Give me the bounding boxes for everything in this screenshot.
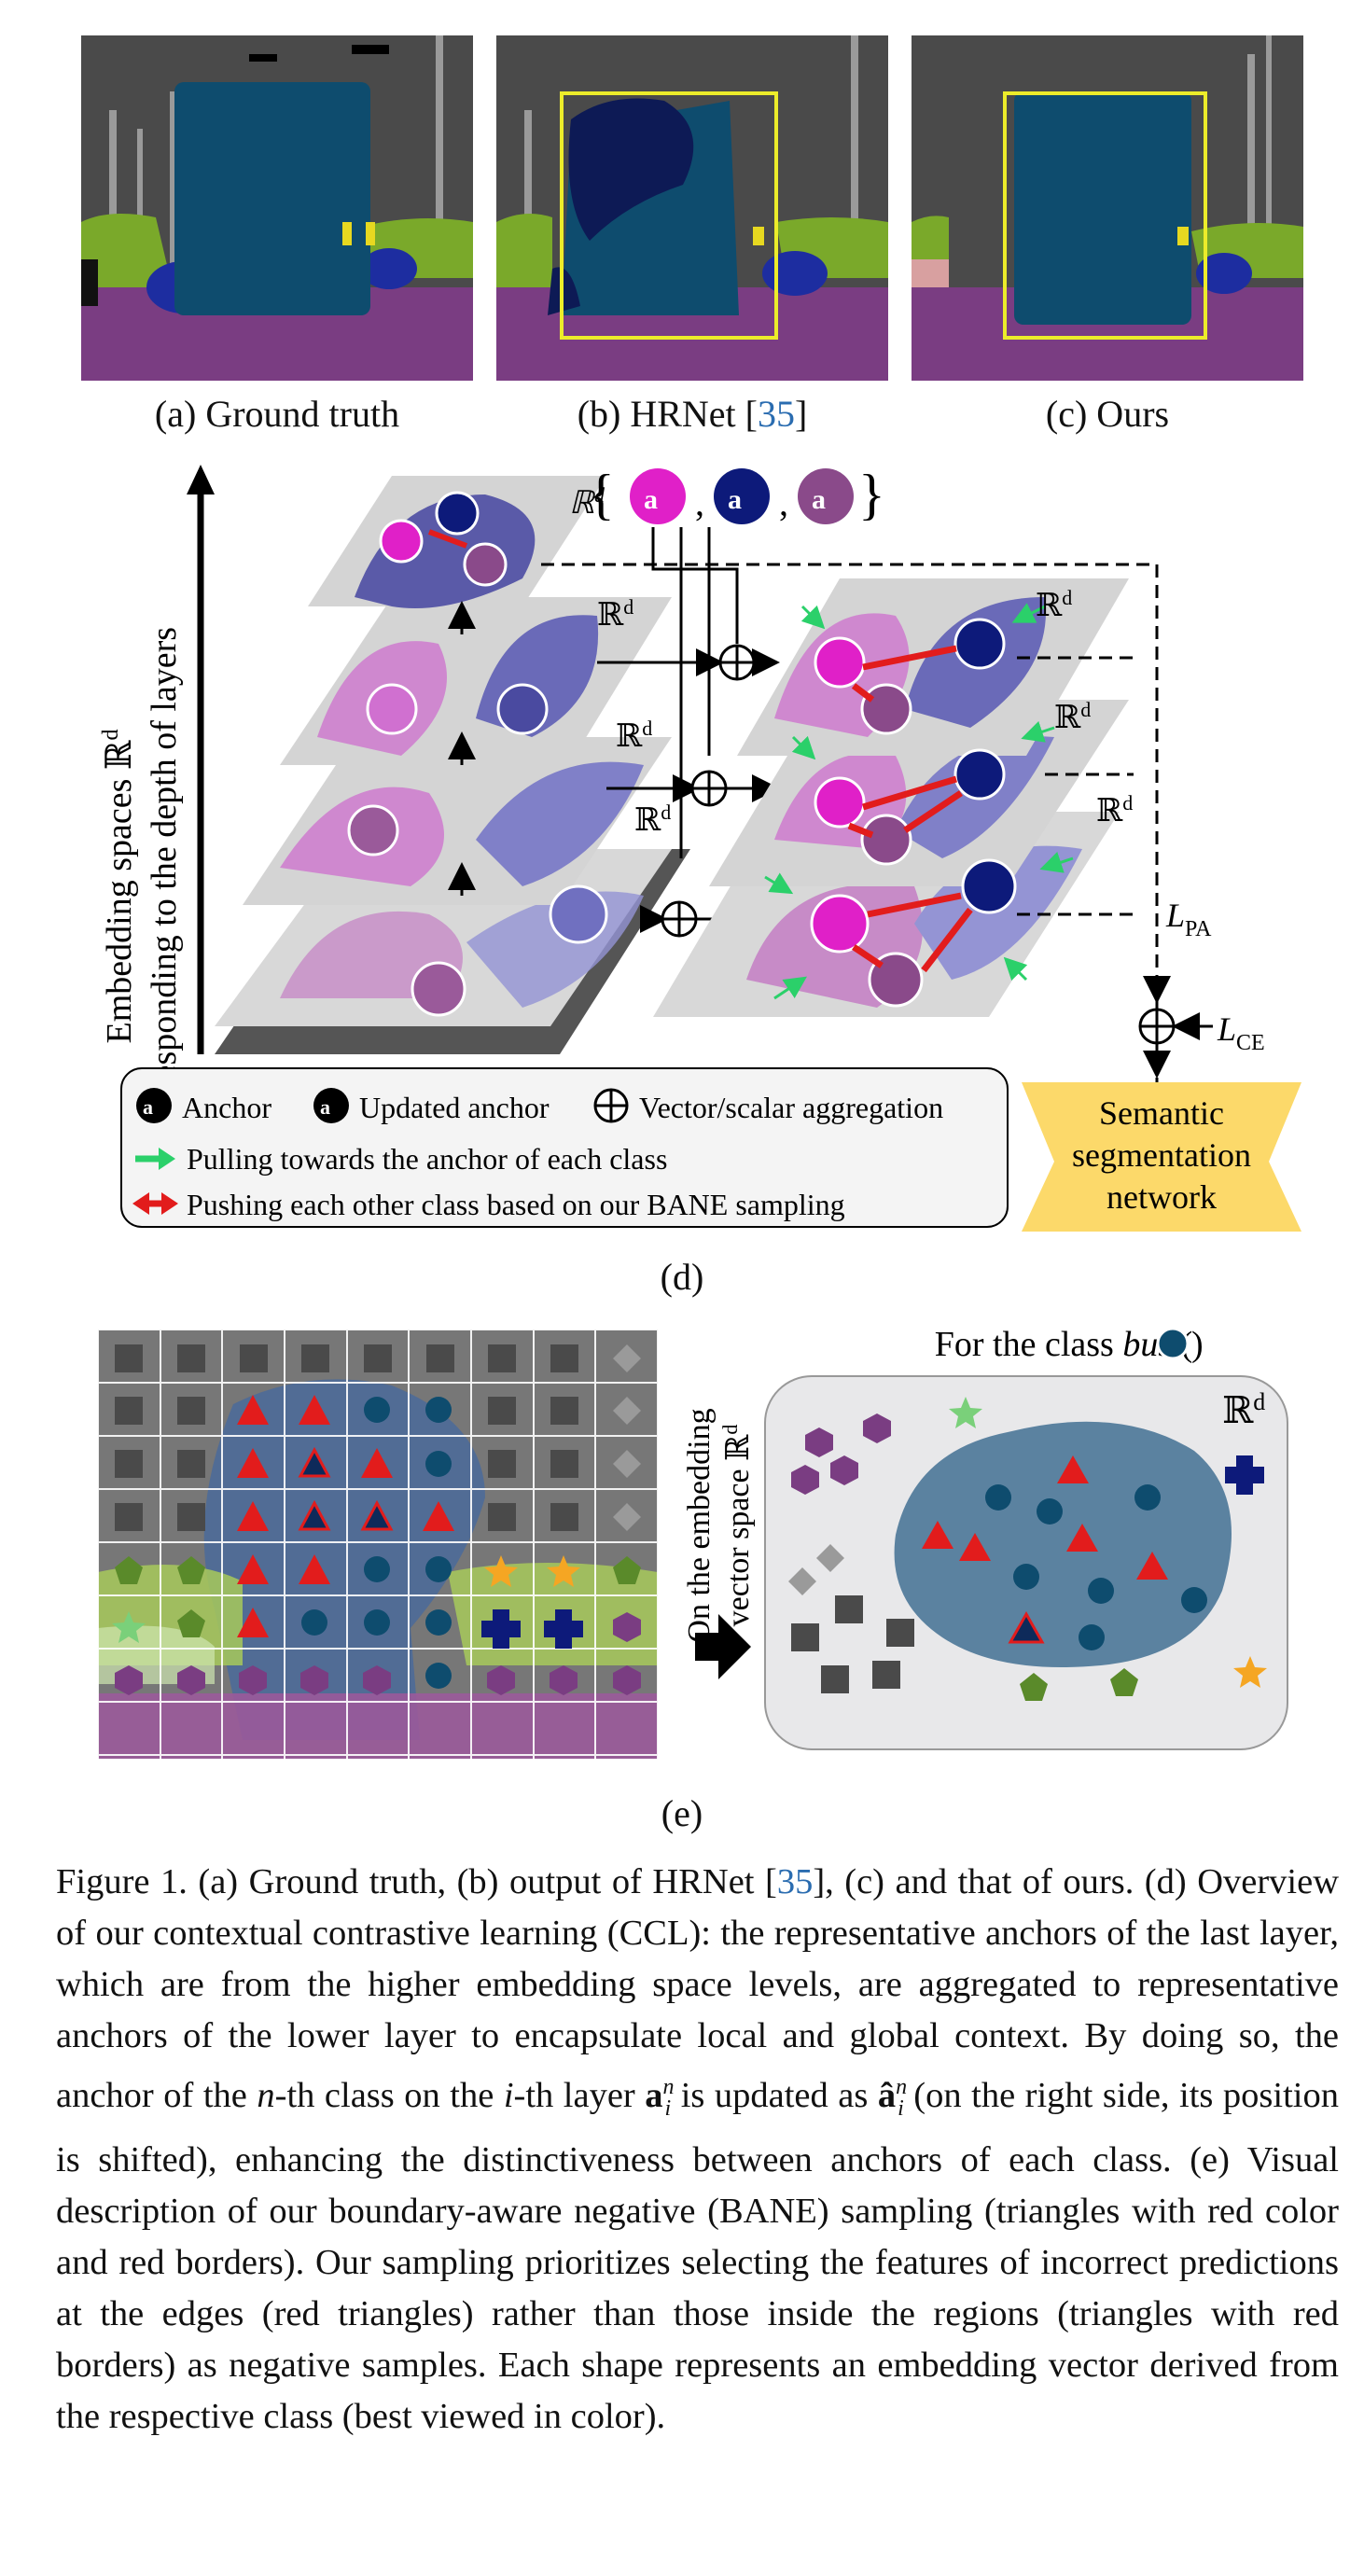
- axis-label: Embedding spaces ℝd Corresponding to the…: [99, 627, 184, 1146]
- bane-sampling-diagram: On the embedding vector space ℝd For the…: [97, 1325, 1288, 1759]
- svg-text:,: ,: [695, 481, 704, 523]
- svg-text:ℝd: ℝd: [597, 595, 633, 633]
- svg-text:Pushing each other class based: Pushing each other class based on our BA…: [187, 1188, 845, 1221]
- hrnet-output-image: [496, 35, 888, 381]
- panel-a-label: (a) Ground truth: [154, 393, 400, 435]
- panel-d-label: (d): [660, 1256, 704, 1298]
- panel-b-label: (b) HRNet [35]: [577, 393, 808, 435]
- svg-text:): ): [1191, 1325, 1204, 1364]
- svg-text:Vector/scalar aggregation: Vector/scalar aggregation: [639, 1091, 943, 1124]
- svg-text:ℝd: ℝd: [1036, 586, 1072, 623]
- space-label-top: ℝd: [569, 483, 605, 521]
- svg-text:a: a: [728, 484, 742, 515]
- bus-cluster: [894, 1421, 1232, 1667]
- svg-text:segmentation: segmentation: [1072, 1136, 1251, 1174]
- svg-text:a: a: [644, 484, 658, 515]
- svg-text:Embedding spaces ℝd: Embedding spaces ℝd: [99, 730, 139, 1044]
- svg-text:ℝd: ℝd: [1096, 791, 1133, 828]
- svg-text:ℝd: ℝd: [1054, 698, 1091, 735]
- panel-e-label: (e): [661, 1792, 703, 1834]
- ours-output-image: [912, 35, 1303, 381]
- citation-link[interactable]: 35: [757, 393, 795, 435]
- loss-ce: LCE: [1217, 1010, 1265, 1055]
- svg-text:ℝd: ℝd: [616, 717, 652, 754]
- svg-text:a: a: [320, 1095, 330, 1119]
- svg-text:ℝd: ℝd: [634, 801, 671, 838]
- svg-text:Corresponding to the depth of: Corresponding to the depth of layers: [145, 627, 184, 1146]
- svg-text:,: ,: [779, 481, 788, 523]
- svg-text:Pulling towards the anchor of: Pulling towards the anchor of each class: [187, 1142, 667, 1176]
- svg-text:Anchor: Anchor: [182, 1091, 271, 1124]
- figure-caption: Figure 1. (a) Ground truth, (b) output o…: [56, 1862, 1340, 2436]
- svg-text:a: a: [143, 1095, 153, 1119]
- loss-pa: LPA: [1165, 897, 1212, 941]
- svg-text:network: network: [1107, 1178, 1217, 1216]
- citation-link[interactable]: 35: [776, 1862, 814, 1901]
- svg-text:a: a: [812, 484, 826, 515]
- svg-text:Semantic: Semantic: [1099, 1094, 1224, 1132]
- ground-truth-image: [81, 35, 473, 381]
- projection-arrow: [695, 1614, 751, 1679]
- svg-text:{: {: [588, 464, 615, 525]
- svg-text:On the embedding: On the embedding: [682, 1408, 717, 1642]
- class-title: For the class bus (: [935, 1325, 1193, 1364]
- right-embedding-stack: ℝd ℝd ℝd: [653, 578, 1133, 1017]
- segmentation-network-block: [1022, 1082, 1301, 1232]
- ccl-overview-diagram: Embedding spaces ℝd Corresponding to the…: [99, 464, 1301, 1232]
- svg-text:vector space ℝd: vector space ℝd: [718, 1425, 756, 1627]
- anchor-set: { a , a , a }: [588, 464, 885, 525]
- left-embedding-stack: ℝd ℝd ℝd ℝd: [215, 476, 690, 1054]
- projection-label: On the embedding vector space ℝd: [682, 1408, 756, 1642]
- space-label: ℝd: [1222, 1388, 1265, 1431]
- legend: a Anchor a Updated anchor Vector/scalar …: [120, 1067, 1009, 1228]
- svg-text:Updated anchor: Updated anchor: [359, 1091, 550, 1124]
- svg-text:}: }: [858, 464, 885, 525]
- feature-grid: [97, 1329, 659, 1759]
- panel-c-label: (c) Ours: [1045, 393, 1170, 435]
